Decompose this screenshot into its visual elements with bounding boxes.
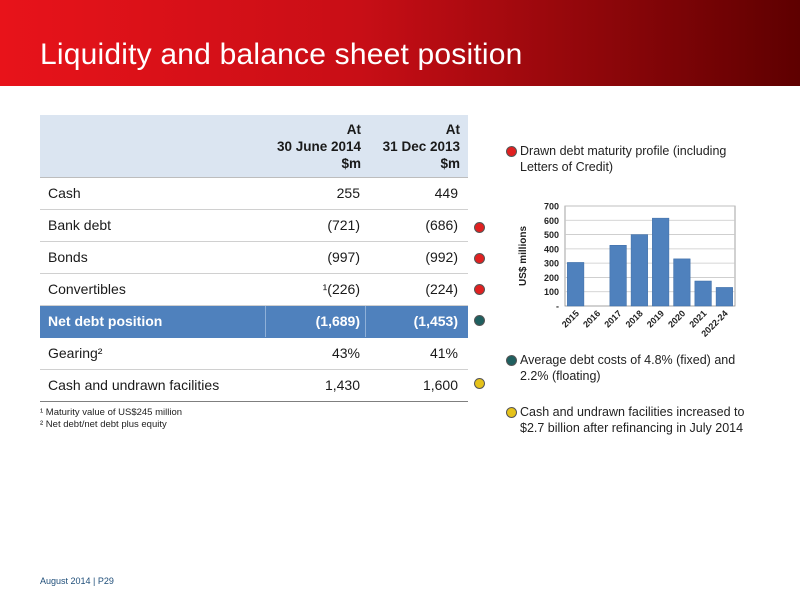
title-banner: Liquidity and balance sheet position bbox=[0, 0, 800, 86]
value-june-2014: 43% bbox=[331, 345, 360, 361]
table-row-gearing: Gearing² 43% 41% bbox=[40, 338, 468, 370]
value-dec-2013: (1,453) bbox=[413, 313, 458, 329]
x-tick-label: 2018 bbox=[624, 308, 645, 329]
row-label: Gearing² bbox=[48, 345, 103, 361]
row-label: Convertibles bbox=[48, 281, 126, 297]
bar bbox=[630, 234, 648, 307]
value-dec-2013: 41% bbox=[429, 345, 458, 361]
y-tick-label: - bbox=[556, 302, 559, 312]
x-tick-label: 2019 bbox=[645, 308, 666, 329]
debt-maturity-chart: -100 200 300 400 500 600 700 US$ millions 2015 20… bbox=[510, 196, 750, 346]
red-marker-dot-bonds bbox=[474, 253, 485, 264]
bullet-text: Cash and undrawn facilities increased to… bbox=[520, 405, 745, 435]
teal-bullet-dot bbox=[506, 355, 517, 366]
page-title: Liquidity and balance sheet position bbox=[40, 38, 523, 71]
x-tick-label: 2020 bbox=[666, 308, 687, 329]
row-label: Bonds bbox=[48, 249, 88, 265]
header-date: 31 Dec 2013 bbox=[382, 139, 460, 154]
cell-divider bbox=[365, 306, 366, 337]
header-date: 30 June 2014 bbox=[276, 139, 361, 154]
red-marker-dot-convertibles bbox=[474, 284, 485, 295]
x-tick-label: 2015 bbox=[560, 308, 581, 329]
column-header-dec-2013: At 31 Dec 2013 $m bbox=[360, 121, 460, 172]
table-row-net-debt: Net debt position (1,689) (1,453) bbox=[40, 306, 468, 338]
bar bbox=[652, 217, 670, 307]
table-row-convertibles: Convertibles ¹(226) (224) bbox=[40, 274, 468, 306]
header-at: At bbox=[346, 122, 361, 137]
bar bbox=[715, 287, 733, 307]
y-axis-label: US$ millions bbox=[518, 226, 529, 286]
y-tick-label: 200 bbox=[544, 273, 559, 283]
bar bbox=[694, 280, 712, 307]
red-bullet-dot bbox=[506, 146, 517, 157]
value-june-2014: 1,430 bbox=[324, 377, 360, 393]
bar bbox=[609, 245, 627, 307]
column-header-june-2014: At 30 June 2014 $m bbox=[251, 121, 361, 172]
header-at: At bbox=[445, 122, 460, 137]
header-unit: $m bbox=[440, 156, 460, 171]
y-tick-label: 600 bbox=[544, 216, 559, 226]
value-june-2014: (1,689) bbox=[315, 313, 360, 329]
header-unit: $m bbox=[341, 156, 361, 171]
footnotes: ¹ Maturity value of US$245 million ² Net… bbox=[40, 407, 182, 431]
page-footer: August 2014 | P29 bbox=[40, 576, 114, 586]
value-dec-2013: (992) bbox=[425, 249, 458, 265]
bar bbox=[673, 258, 691, 307]
liquidity-table: At 30 June 2014 $m At 31 Dec 2013 $m Cas… bbox=[40, 115, 468, 402]
footnote: ¹ Maturity value of US$245 million bbox=[40, 407, 183, 418]
value-june-2014: (721) bbox=[327, 217, 360, 233]
bullet-text: Drawn debt maturity profile (including L… bbox=[520, 144, 727, 174]
value-dec-2013: 449 bbox=[434, 185, 458, 201]
value-june-2014: (997) bbox=[327, 249, 360, 265]
x-tick-label: 2016 bbox=[581, 308, 602, 329]
y-tick-label: 100 bbox=[544, 287, 559, 297]
bar bbox=[567, 262, 585, 307]
cell-divider bbox=[265, 306, 266, 337]
yellow-marker-dot-cash-undrawn bbox=[474, 378, 485, 389]
table-row-bonds: Bonds (997) (992) bbox=[40, 242, 468, 274]
value-june-2014: 255 bbox=[336, 185, 360, 201]
value-dec-2013: (224) bbox=[425, 281, 458, 297]
row-label: Cash and undrawn facilities bbox=[48, 377, 220, 393]
y-tick-label: 700 bbox=[544, 202, 559, 212]
red-marker-dot-bank-debt bbox=[474, 222, 485, 233]
x-tick-label: 2017 bbox=[602, 308, 623, 329]
yellow-bullet-dot bbox=[506, 407, 517, 418]
row-label: Cash bbox=[48, 185, 81, 201]
table-row-cash: Cash 255 449 bbox=[40, 178, 468, 210]
table-header: At 30 June 2014 $m At 31 Dec 2013 $m bbox=[40, 115, 468, 178]
bullet-text: Average debt costs of 4.8% (fixed) and 2… bbox=[520, 353, 736, 383]
y-tick-label: 500 bbox=[544, 230, 559, 240]
y-tick-label: 400 bbox=[544, 244, 559, 254]
row-label: Bank debt bbox=[48, 217, 112, 233]
value-dec-2013: (686) bbox=[425, 217, 458, 233]
table-row-bank-debt: Bank debt (721) (686) bbox=[40, 210, 468, 242]
value-dec-2013: 1,600 bbox=[422, 377, 458, 393]
value-june-2014: ¹(226) bbox=[322, 281, 360, 297]
row-label: Net debt position bbox=[48, 313, 163, 329]
teal-marker-dot-net-debt bbox=[474, 315, 485, 326]
footnote: ² Net debt/net debt plus equity bbox=[40, 419, 167, 430]
y-tick-label: 300 bbox=[544, 259, 559, 269]
table-row-cash-undrawn: Cash and undrawn facilities 1,430 1,600 bbox=[40, 370, 468, 402]
